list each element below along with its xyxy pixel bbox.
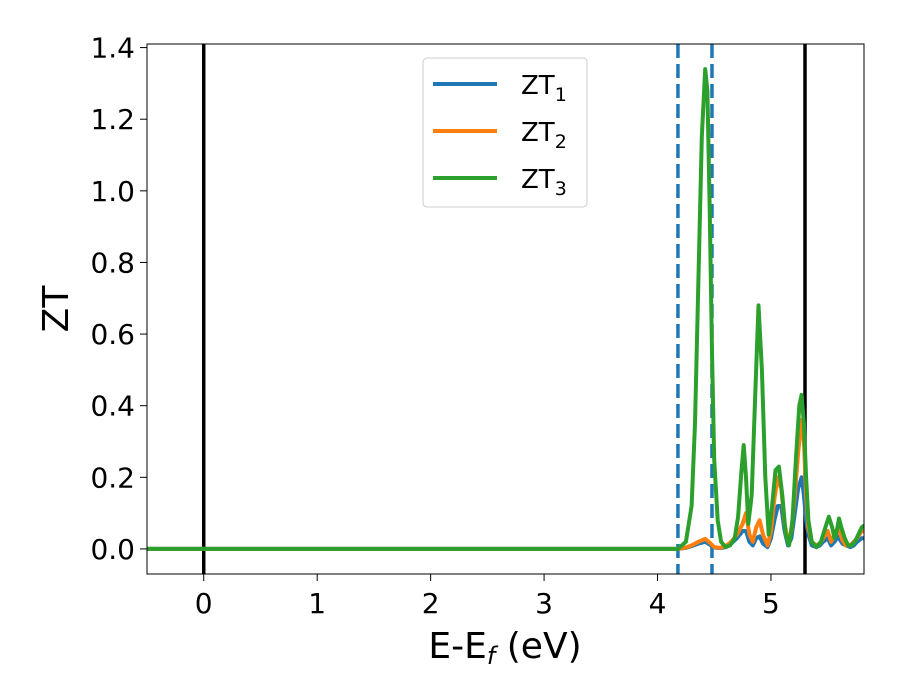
x-tick-label: 5 (762, 587, 780, 620)
series-lines (147, 67, 864, 551)
x-axis-label-main: E-E (428, 626, 486, 667)
y-tick-label: 0.4 (90, 390, 135, 423)
y-tick-label: 1.4 (90, 32, 135, 65)
y-axis: 0.0 0.2 0.4 0.6 0.8 1.0 1.2 1.4 (90, 32, 147, 566)
y-tick-label: 1.0 (90, 175, 135, 208)
series-line-zt1 (147, 475, 864, 551)
x-tick-label: 4 (649, 587, 667, 620)
x-tick-label: 3 (535, 587, 553, 620)
x-tick-label: 1 (308, 587, 326, 620)
y-tick-label: 1.2 (90, 103, 135, 136)
x-tick-label: 2 (422, 587, 440, 620)
y-tick-label: 0.6 (90, 318, 135, 351)
x-axis: 0 1 2 3 4 5 (195, 574, 780, 620)
legend-label: ZT2 (521, 118, 567, 153)
plot-frame (146, 43, 865, 575)
y-tick-label: 0.8 (90, 246, 135, 279)
legend-label: ZT3 (521, 165, 567, 200)
y-tick-label: 0.2 (90, 461, 135, 494)
x-axis-label: E-Ef (eV) (428, 626, 581, 670)
series-line-zt3 (147, 67, 864, 551)
x-axis-label-unit: (eV) (495, 626, 581, 667)
y-tick-label: 0.0 (90, 533, 135, 566)
legend: ZT1 ZT2 ZT3 (422, 57, 588, 208)
x-tick-label: 0 (195, 587, 213, 620)
y-axis-label: ZT (36, 285, 77, 333)
series-line-zt2 (147, 418, 864, 551)
legend-box (422, 57, 588, 208)
legend-label: ZT1 (521, 71, 567, 106)
